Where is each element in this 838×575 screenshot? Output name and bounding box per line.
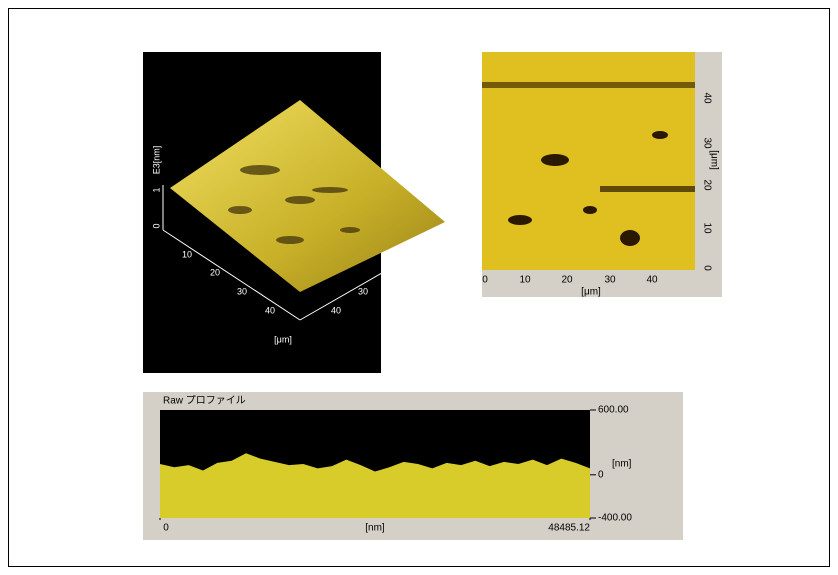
y-tick-label: 10 [414,248,424,258]
y-tick-label: -400.00 [598,513,632,524]
y-tick-label: 30 [358,286,368,296]
x-tick-label: 20 [210,267,220,277]
y-tick-label: 600.00 [598,405,629,416]
z-axis-label: E3[nm] [151,146,161,175]
x-tick-label: 48485.12 [548,523,590,534]
axis-unit: [μm] [274,334,292,344]
y-tick-label: 0 [441,227,446,237]
map-x-tick-label: 0 [482,275,488,286]
y-tick-label: 0 [598,469,604,480]
map-y-tick-label: 40 [701,92,712,104]
map-y-unit: [μm] [708,150,719,170]
x-tick-label: 0 [163,523,169,534]
map-y-tick-label: 0 [701,265,712,271]
map-y-tick-label: 10 [701,222,712,234]
z-tick-label: 0 [151,223,161,228]
y-tick-label: 40 [331,305,341,315]
x-tick-label: 30 [237,286,247,296]
map-x-tick-label: 30 [604,275,616,286]
x-tick-label: 40 [265,305,275,315]
map-y-tick-label: 20 [701,179,712,191]
x-tick-label: 10 [182,249,192,259]
x-axis-label: [nm] [365,523,385,534]
profile-title: Raw プロファイル [163,395,246,407]
y-tick-label: 20 [386,267,396,277]
map-x-unit: [μm] [581,287,601,298]
map-y-tick-label: 30 [701,137,712,149]
map-x-tick-label: 40 [646,275,658,286]
map-x-tick-label: 10 [519,275,531,286]
page: Raw プロファイル 0 1 E3[nm] 10 20 30 40 0 10 20 30 40 [μm]… [0,0,838,575]
map-x-tick-label: 20 [561,275,573,286]
y-axis-label: [nm] [612,459,632,470]
z-tick-label: 1 [151,187,161,192]
